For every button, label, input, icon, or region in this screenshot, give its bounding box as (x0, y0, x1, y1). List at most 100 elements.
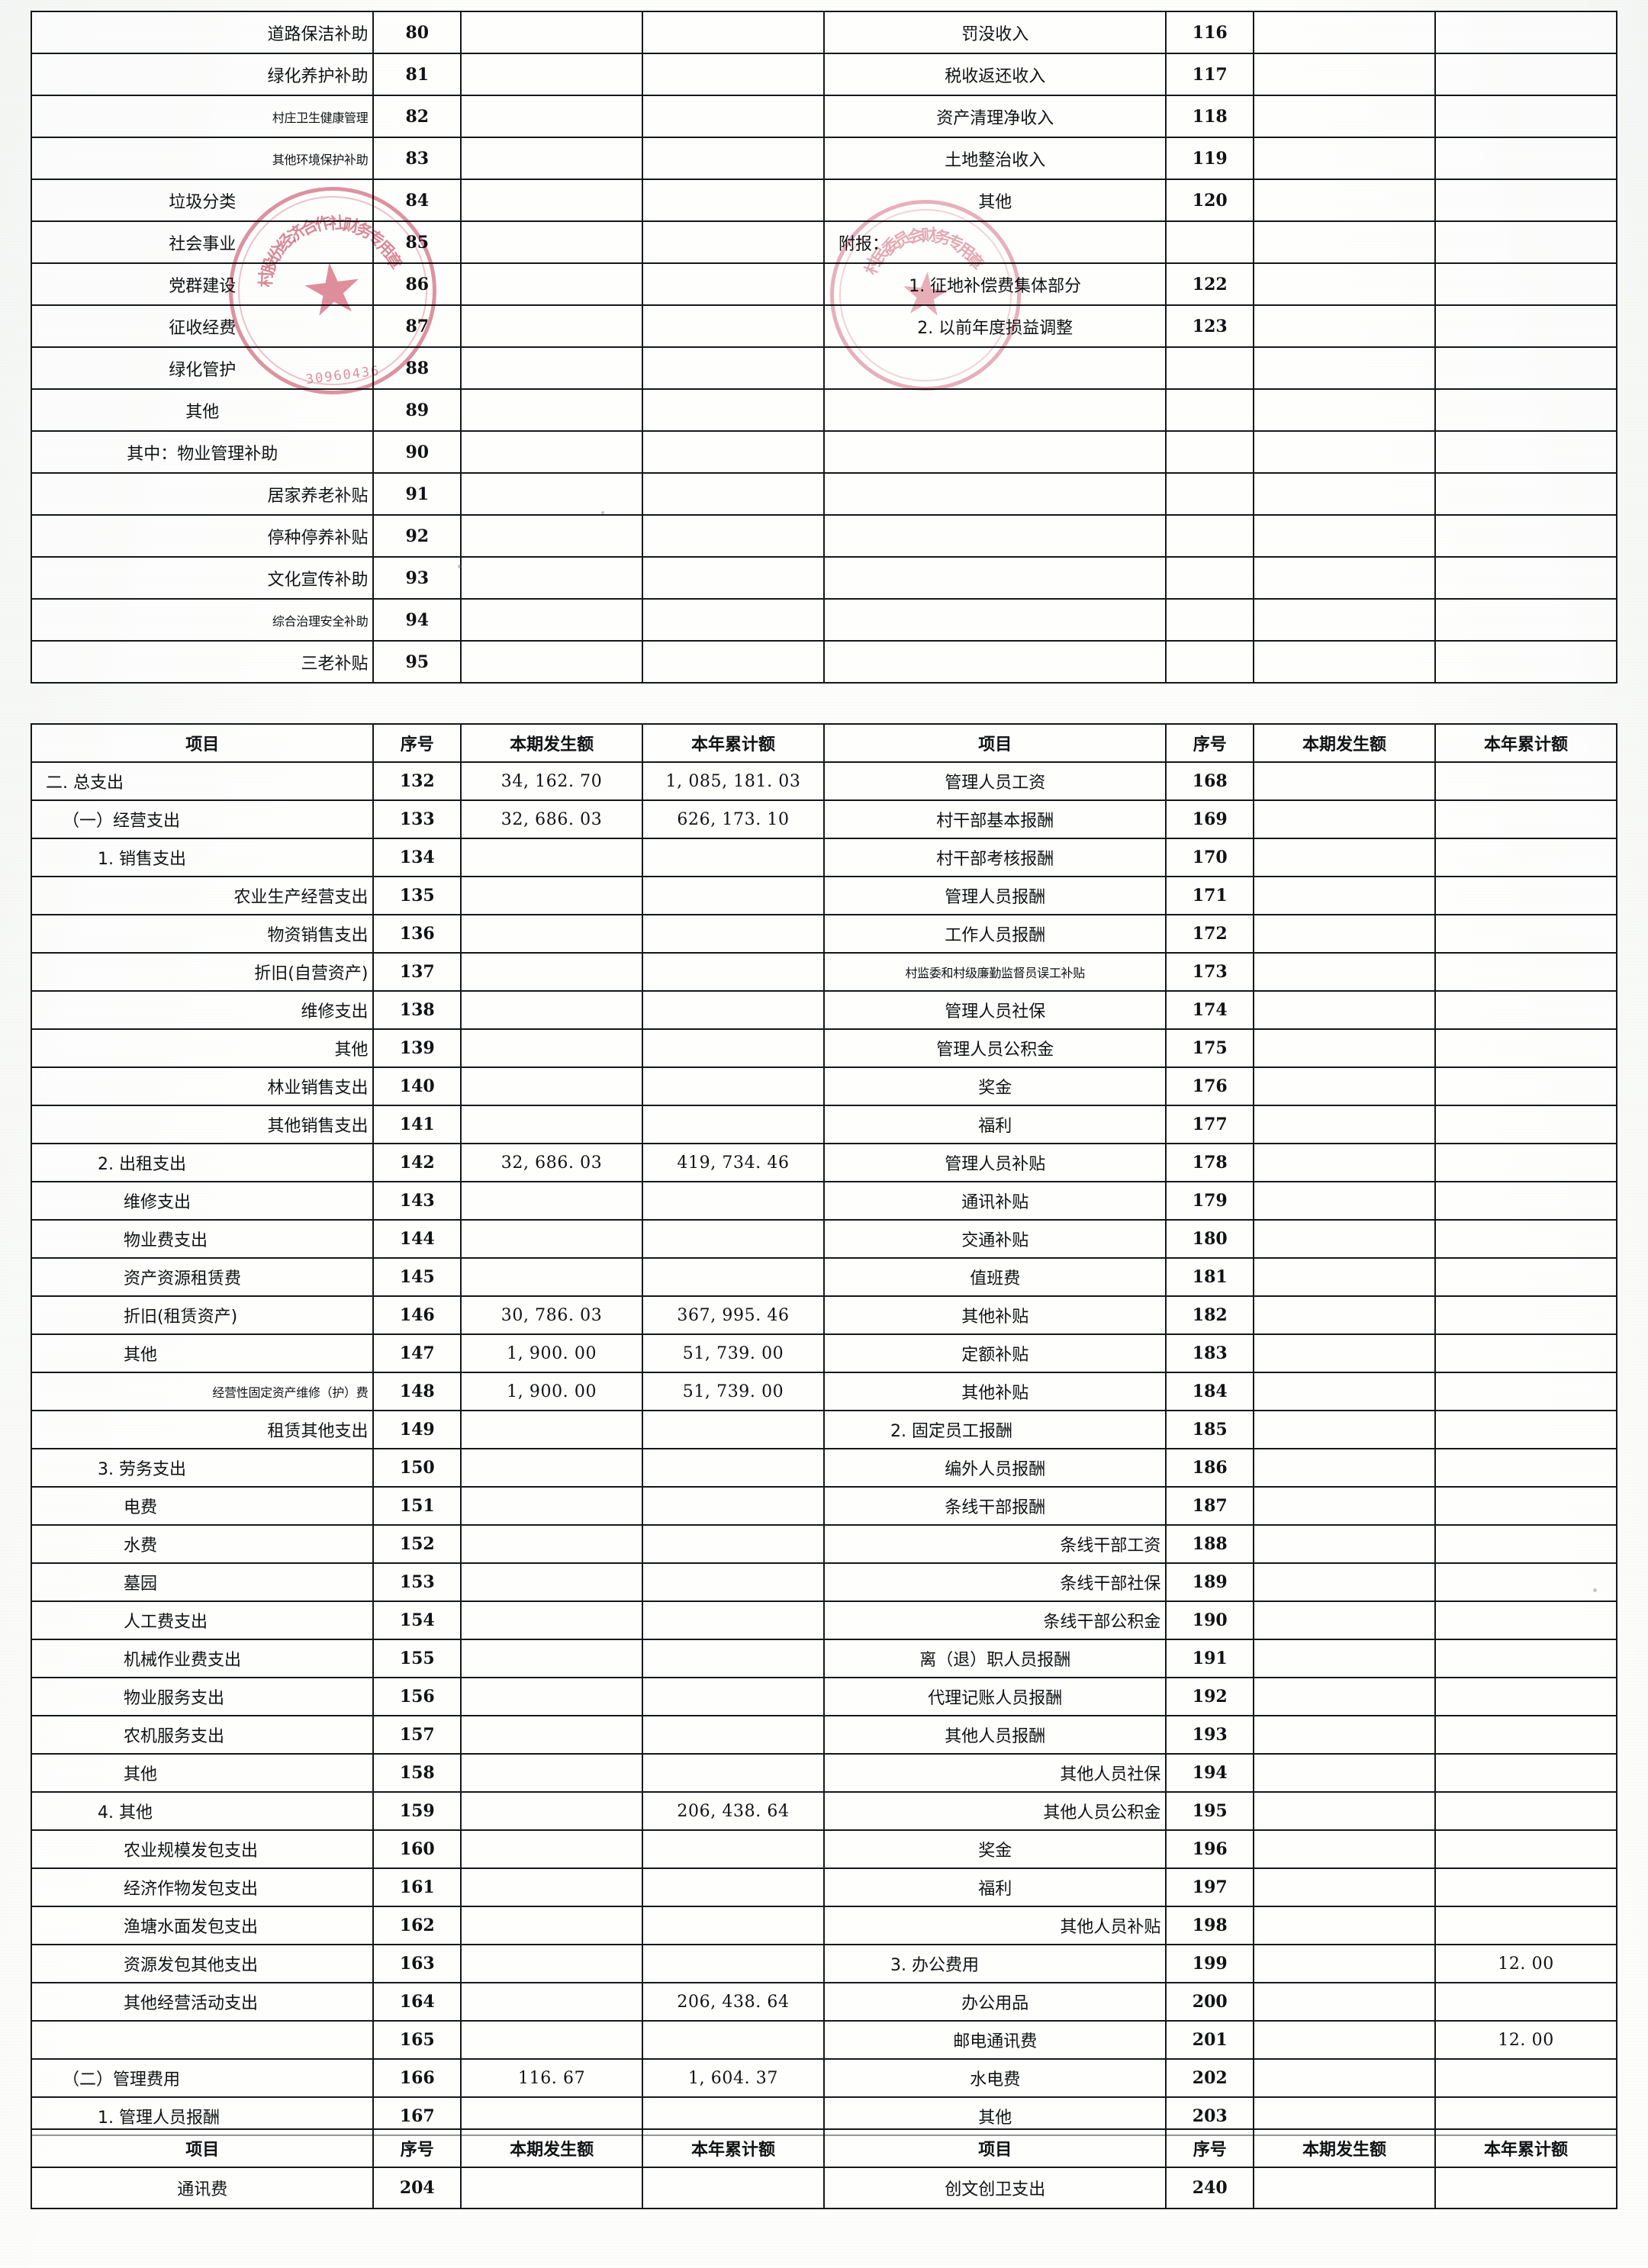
row-sequence-number: 87 (372, 304, 462, 348)
table-row: 通讯费 204 创文创卫支出 240 (30, 2167, 1617, 2209)
table-row: 党群建设 86 1. 征地补偿费集体部分 122 (30, 262, 1617, 306)
row-sequence-number: 182 (1165, 1295, 1255, 1335)
row-current-period-amount (460, 1982, 644, 2022)
row-current-period-amount (460, 1944, 644, 1983)
table-row: 电费 151 条线干部报酬 187 (30, 1486, 1617, 1526)
row-item-label: 定额补贴 (822, 1333, 1167, 1373)
row-year-cumulative-amount (642, 2167, 825, 2209)
row-year-cumulative-amount (642, 1753, 825, 1793)
row-year-cumulative-amount (1434, 1715, 1617, 1755)
row-sequence-number: 142 (372, 1143, 462, 1182)
row-item-label: （二）管理费用 (30, 2058, 375, 2098)
row-current-period-amount (1253, 220, 1437, 264)
row-item-label: 折旧(自营资产) (30, 952, 375, 992)
row-year-cumulative-amount (642, 838, 825, 877)
row-item-label: 2. 以前年度损益调整 (822, 304, 1167, 348)
row-year-cumulative-amount (642, 1105, 825, 1144)
row-item-label: 其他 (822, 179, 1167, 222)
row-year-cumulative-amount (1434, 430, 1617, 474)
table-row: 人工费支出 154 条线干部公积金 190 (30, 1600, 1617, 1640)
row-item-label: 水电费 (822, 2058, 1167, 2098)
row-year-cumulative-amount (1434, 179, 1617, 222)
row-item-label (822, 514, 1167, 558)
row-item-label: 罚没收入 (822, 11, 1167, 54)
table-row: 垃圾分类 84 其他 120 (30, 179, 1617, 222)
column-header-seq: 序号 (372, 2128, 462, 2168)
table-row: 165 邮电通讯费 201 12. 00 (30, 2020, 1617, 2060)
row-year-cumulative-amount (642, 1181, 825, 1221)
row-sequence-number: 189 (1165, 1562, 1255, 1602)
row-item-label: 条线干部社保 (822, 1562, 1167, 1602)
row-item-label: 村干部基本报酬 (822, 799, 1167, 839)
row-current-period-amount (460, 2167, 644, 2209)
row-year-cumulative-amount (1434, 388, 1617, 432)
table-row: 机械作业费支出 155 离（退）职人员报酬 191 (30, 1639, 1617, 1678)
row-year-cumulative-amount (642, 1639, 825, 1678)
row-sequence-number: 132 (372, 761, 462, 801)
row-year-cumulative-amount (642, 1066, 825, 1106)
row-item-label: 其中：物业管理补助 (30, 430, 375, 474)
row-item-label: 管理人员报酬 (822, 876, 1167, 915)
row-sequence-number: 86 (372, 262, 462, 306)
row-item-label: 福利 (822, 1105, 1167, 1144)
row-year-cumulative-amount: 51, 739. 00 (642, 1372, 825, 1411)
row-year-cumulative-amount (1434, 952, 1617, 992)
row-sequence-number: 158 (372, 1753, 462, 1793)
row-item-label: 绿化管护 (30, 346, 375, 390)
row-year-cumulative-amount: 12. 00 (1434, 1944, 1617, 1983)
row-current-period-amount (460, 1715, 644, 1755)
row-item-label: 其他 (30, 1333, 375, 1373)
row-item-label: 福利 (822, 1867, 1167, 1907)
row-year-cumulative-amount (642, 556, 825, 600)
row-sequence-number: 184 (1165, 1372, 1255, 1411)
table-row: 其他环境保护补助 83 土地整治收入 119 (30, 137, 1617, 180)
row-current-period-amount (1253, 472, 1437, 516)
row-sequence-number: 151 (372, 1486, 462, 1526)
row-sequence-number: 119 (1165, 137, 1255, 180)
row-year-cumulative-amount (642, 1486, 825, 1526)
row-item-label: 条线干部工资 (822, 1524, 1167, 1564)
row-current-period-amount (1253, 1982, 1437, 2022)
row-current-period-amount (460, 1639, 644, 1678)
row-current-period-amount (1253, 1562, 1437, 1602)
row-current-period-amount (460, 1257, 644, 1297)
table-row: 其他 89 (30, 388, 1617, 432)
row-current-period-amount (1253, 1524, 1437, 1564)
row-sequence-number (1165, 514, 1255, 558)
row-sequence-number: 161 (372, 1867, 462, 1907)
row-year-cumulative-amount (1434, 990, 1617, 1030)
scan-speck (458, 565, 462, 568)
row-item-label: 人工费支出 (30, 1600, 375, 1640)
row-sequence-number (1165, 346, 1255, 390)
row-sequence-number (1165, 556, 1255, 600)
row-item-label: 经济作物发包支出 (30, 1867, 375, 1907)
row-current-period-amount (1253, 11, 1437, 54)
table-row: 3. 劳务支出 150 编外人员报酬 186 (30, 1448, 1617, 1488)
row-sequence-number: 118 (1165, 95, 1255, 138)
row-sequence-number: 173 (1165, 952, 1255, 992)
row-item-label: 道路保洁补助 (30, 11, 375, 54)
row-current-period-amount (460, 952, 644, 992)
row-item-label: 其他环境保护补助 (30, 137, 375, 180)
table-row: 资源发包其他支出 163 3. 办公费用 199 12. 00 (30, 1944, 1617, 1983)
row-item-label: 管理人员补贴 (822, 1143, 1167, 1182)
row-item-label: 三老补贴 (30, 640, 375, 684)
row-current-period-amount (1253, 1639, 1437, 1678)
table-row: 农机服务支出 157 其他人员报酬 193 (30, 1715, 1617, 1755)
row-current-period-amount (460, 838, 644, 877)
table-row: 三老补贴 95 (30, 640, 1617, 684)
row-sequence-number: 122 (1165, 262, 1255, 306)
table-row: 资产资源租赁费 145 值班费 181 (30, 1257, 1617, 1297)
row-sequence-number: 120 (1165, 179, 1255, 222)
row-sequence-number: 138 (372, 990, 462, 1030)
table-row: （二）管理费用 166 116. 67 1, 604. 37 水电费 202 (30, 2058, 1617, 2098)
row-sequence-number: 204 (372, 2167, 462, 2209)
table-header-row: 项目 序号 本期发生额 本年累计额 项目 序号 本期发生额 本年累计额 (30, 723, 1617, 763)
row-year-cumulative-amount (642, 1677, 825, 1716)
row-current-period-amount (460, 1867, 644, 1907)
row-year-cumulative-amount (642, 1448, 825, 1488)
row-current-period-amount (1253, 2058, 1437, 2098)
row-current-period-amount (1253, 1715, 1437, 1755)
row-year-cumulative-amount (1434, 876, 1617, 915)
row-current-period-amount (1253, 556, 1437, 600)
